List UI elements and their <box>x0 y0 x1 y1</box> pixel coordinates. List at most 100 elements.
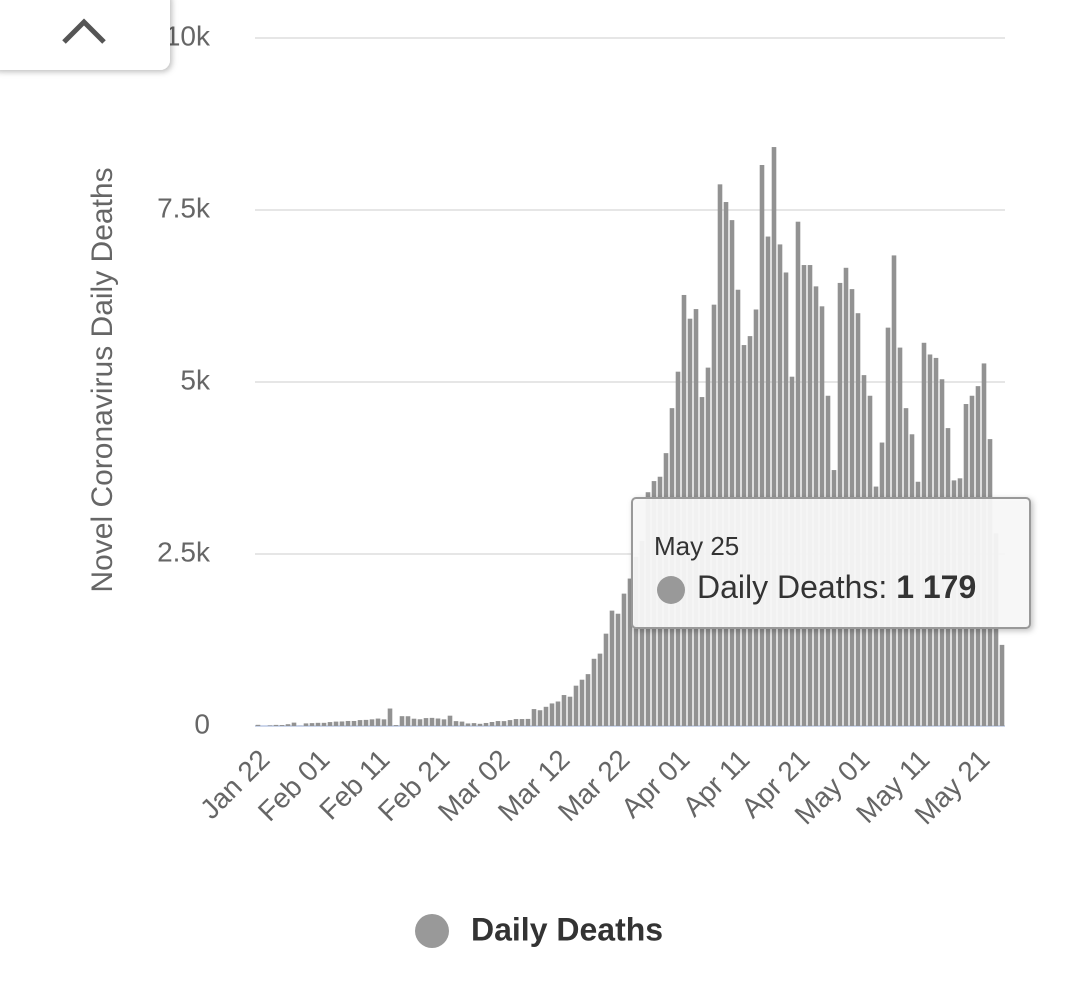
bar <box>609 610 615 726</box>
y-axis-label: Novel Coronavirus Daily Deaths <box>86 167 119 592</box>
legend[interactable]: Daily Deaths <box>415 911 663 948</box>
bar <box>633 556 639 726</box>
y-tick-label: 5k <box>180 364 211 395</box>
tooltip-text: Daily Deaths: 1 179 <box>697 569 976 605</box>
bar <box>387 708 393 726</box>
y-tick-label: 2.5k <box>157 536 211 567</box>
bar <box>405 716 411 726</box>
bar <box>477 723 483 726</box>
tooltip-date: May 25 <box>654 531 739 561</box>
bar <box>999 644 1005 726</box>
bar <box>429 717 435 726</box>
bar <box>321 722 327 726</box>
bar <box>759 165 765 726</box>
bar <box>807 265 813 726</box>
bar <box>525 718 531 726</box>
bar <box>801 265 807 726</box>
bar <box>579 679 585 726</box>
bar <box>471 723 477 726</box>
bar <box>369 719 375 726</box>
bar <box>273 724 279 726</box>
bar <box>567 696 573 726</box>
bar <box>723 202 729 727</box>
bar <box>777 244 783 726</box>
bar <box>309 723 315 726</box>
bar <box>255 724 261 726</box>
bar <box>489 722 495 726</box>
bar <box>291 722 297 726</box>
bar <box>303 723 309 726</box>
bar <box>501 721 507 726</box>
bar <box>531 709 537 726</box>
legend-marker[interactable] <box>415 914 449 948</box>
bar <box>399 716 405 726</box>
x-tick-label: Apr 01 <box>615 744 695 824</box>
bar <box>393 725 399 726</box>
bar <box>639 541 645 726</box>
bar <box>537 710 543 726</box>
bar <box>627 578 633 726</box>
bar <box>585 674 591 726</box>
bar <box>549 703 555 726</box>
bar <box>267 725 273 726</box>
y-tick-label: 7.5k <box>157 192 211 223</box>
bar <box>417 719 423 726</box>
bar <box>339 721 345 726</box>
bar <box>411 718 417 726</box>
bar <box>555 701 561 726</box>
bar <box>285 724 291 726</box>
bar <box>333 721 339 726</box>
bar <box>717 184 723 727</box>
tooltip-box <box>631 497 1031 629</box>
bar <box>459 721 465 726</box>
bar <box>351 720 357 726</box>
bar <box>507 720 513 726</box>
tooltip: May 25 Daily Deaths: 1 179 <box>631 497 1031 629</box>
bar <box>795 221 801 727</box>
bar <box>315 722 321 726</box>
bar <box>447 715 453 726</box>
bar <box>495 721 501 726</box>
bar <box>603 633 609 726</box>
bar <box>363 719 369 726</box>
y-tick-label: 10k <box>165 20 211 51</box>
bar <box>771 147 777 727</box>
bar <box>423 718 429 726</box>
bar <box>279 725 285 726</box>
bar <box>729 220 735 727</box>
bar <box>441 719 447 726</box>
bar <box>345 720 351 726</box>
bars <box>255 147 1005 727</box>
tooltip-value: 1 179 <box>896 569 976 605</box>
bar <box>597 653 603 726</box>
bar <box>993 533 999 726</box>
bar <box>513 719 519 726</box>
chevron-icon[interactable] <box>62 18 106 44</box>
bar <box>375 718 381 726</box>
bar <box>561 695 567 726</box>
bar <box>483 722 489 726</box>
bar <box>381 719 387 726</box>
bar <box>615 613 621 726</box>
y-tick-label: 0 <box>194 708 210 739</box>
tooltip-marker <box>657 576 685 604</box>
bar <box>327 722 333 726</box>
bar <box>453 721 459 726</box>
collapse-button[interactable] <box>0 0 170 70</box>
legend-label[interactable]: Daily Deaths <box>471 911 663 947</box>
tooltip-series: Daily Deaths: <box>697 569 887 605</box>
bar <box>435 718 441 726</box>
bar <box>891 255 897 726</box>
bar <box>465 723 471 726</box>
bar <box>519 719 525 726</box>
bar <box>357 720 363 726</box>
bar <box>543 706 549 726</box>
bar <box>621 593 627 726</box>
bar <box>591 658 597 726</box>
bar <box>843 267 849 726</box>
bar <box>765 236 771 726</box>
button-bg[interactable] <box>0 0 170 70</box>
bar <box>573 685 579 726</box>
